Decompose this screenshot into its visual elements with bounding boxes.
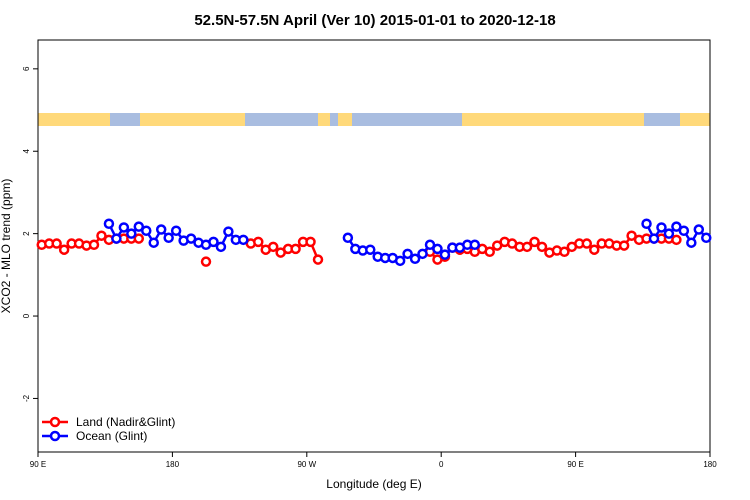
- data-point: [267, 241, 279, 253]
- data-point: [424, 239, 436, 251]
- data-point: [51, 238, 62, 249]
- data-point: [238, 234, 249, 246]
- y-tick-label: 4: [22, 148, 31, 153]
- land-band: [680, 113, 710, 126]
- data-point: [148, 237, 159, 248]
- y-tick-label: 2: [22, 231, 31, 236]
- data-point: [111, 233, 122, 244]
- data-point: [163, 232, 174, 244]
- data-point: [439, 249, 451, 260]
- land-band: [338, 113, 352, 126]
- data-point: [663, 228, 675, 239]
- data-point: [432, 243, 443, 255]
- y-tick-label: 6: [22, 66, 31, 71]
- data-point: [589, 244, 600, 255]
- data-point: [126, 228, 137, 239]
- data-point: [671, 221, 682, 232]
- data-point: [133, 233, 145, 244]
- land-band: [318, 113, 330, 126]
- data-point: [96, 230, 107, 241]
- data-point: [133, 221, 145, 232]
- land-band: [38, 113, 110, 126]
- data-point: [484, 246, 495, 258]
- chart-title: 52.5N-57.5N April (Ver 10) 2015-01-01 to…: [194, 12, 555, 29]
- data-point: [671, 234, 682, 246]
- data-point: [402, 248, 413, 260]
- data-point: [305, 236, 316, 248]
- data-point: [409, 253, 421, 265]
- data-point: [200, 256, 212, 267]
- data-point: [469, 239, 481, 251]
- data-point: [342, 232, 354, 244]
- x-tick-label: 90 E: [30, 460, 46, 469]
- data-point: [656, 222, 667, 233]
- data-point: [170, 225, 182, 237]
- data-point: [185, 233, 197, 244]
- data-point: [678, 225, 690, 237]
- data-point: [701, 232, 712, 244]
- x-tick-label: 90 E: [567, 460, 583, 469]
- data-point: [155, 224, 167, 235]
- legend-swatch-marker: [49, 416, 61, 428]
- x-tick-label: 180: [166, 460, 180, 469]
- data-point: [394, 255, 406, 267]
- data-point: [290, 243, 301, 255]
- data-point: [312, 254, 324, 265]
- data-point: [559, 246, 570, 258]
- data-point: [686, 237, 697, 248]
- land-band: [462, 113, 644, 126]
- data-point: [581, 238, 593, 249]
- y-tick-label: 0: [22, 313, 31, 318]
- data-point: [521, 241, 533, 253]
- y-tick-label: -2: [22, 394, 31, 402]
- data-point: [641, 218, 652, 230]
- data-point: [58, 244, 70, 255]
- x-tick-label: 90 W: [297, 460, 316, 469]
- x-tick-label: 180: [703, 460, 717, 469]
- data-point: [215, 241, 227, 253]
- x-axis-label: Longitude (deg E): [326, 477, 421, 491]
- data-point: [648, 233, 660, 244]
- data-point: [529, 236, 540, 248]
- data-point: [118, 222, 130, 233]
- legend-label: Land (Nadir&Glint): [76, 415, 175, 429]
- data-point: [223, 226, 234, 237]
- legend-swatch-marker: [49, 430, 61, 442]
- data-point: [253, 236, 264, 248]
- data-point: [536, 241, 548, 253]
- data-point: [693, 224, 705, 235]
- land-band: [140, 113, 245, 126]
- data-point: [208, 236, 219, 248]
- data-point: [141, 225, 152, 237]
- data-point: [626, 230, 637, 241]
- data-point: [417, 248, 428, 260]
- legend-label: Ocean (Glint): [76, 429, 147, 443]
- data-point: [365, 244, 376, 255]
- data-point: [103, 218, 115, 230]
- data-point: [618, 240, 630, 251]
- land-ocean-strip: [38, 113, 710, 126]
- y-axis-label: XCO2 - MLO trend (ppm): [0, 179, 13, 314]
- data-point: [88, 239, 100, 251]
- x-tick-label: 0: [439, 460, 444, 469]
